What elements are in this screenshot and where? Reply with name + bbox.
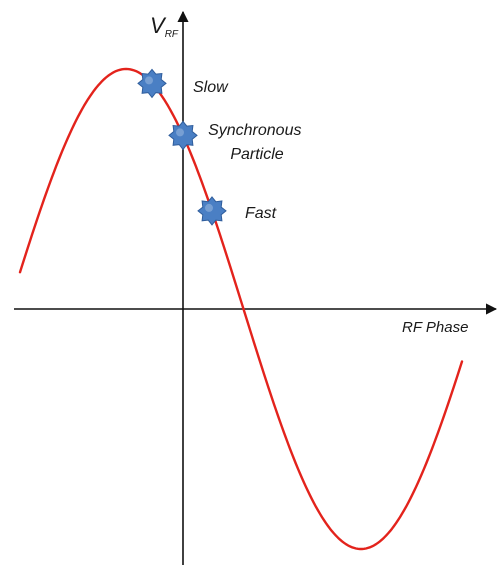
synchronous-particle-label: Synchronous Particle	[208, 122, 306, 163]
y-axis-label-main: V	[150, 13, 167, 38]
rf-voltage-curve	[18, 67, 464, 551]
synchronous-label-line1: Synchronous	[208, 122, 301, 139]
fast-particle-highlight	[205, 203, 213, 212]
y-axis-label-subscript: RF	[165, 29, 179, 40]
slow-particle-highlight	[145, 76, 153, 85]
fast-particle-star	[197, 196, 227, 226]
synchronous-particle-star	[168, 120, 198, 151]
synchronous-particle-highlight	[176, 128, 184, 137]
slow-particle-label: Slow	[193, 79, 229, 96]
slow-particle-star	[137, 68, 167, 99]
x-axis-label: RF Phase	[402, 319, 468, 336]
y-axis-label: VRF	[150, 13, 179, 40]
synchronous-label-line2: Particle	[230, 146, 283, 163]
particles-group	[137, 68, 227, 226]
fast-particle-label: Fast	[245, 205, 277, 222]
